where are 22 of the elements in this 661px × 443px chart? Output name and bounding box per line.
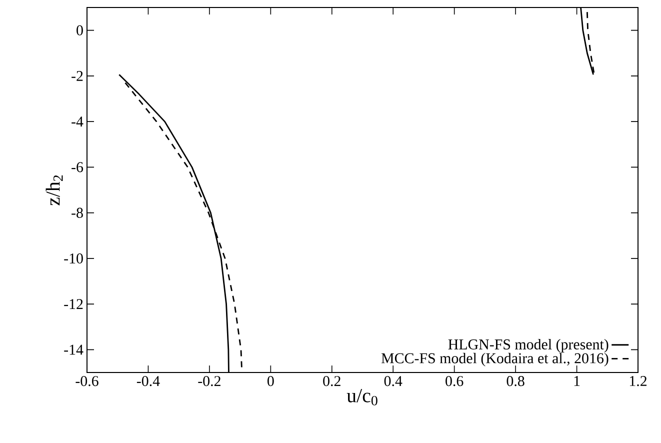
x-tick-label: 1 [574,376,580,386]
x-tick-label: 1.2 [630,376,647,386]
y-tick-label: -8 [72,208,83,218]
legend-label: HLGN-FS model (present) [448,338,608,353]
x-tick-label: 0.6 [446,376,464,386]
x-tick-label: -0.4 [136,376,160,386]
legend-label: MCC-FS model (Kodaira et al., 2016) [381,352,608,366]
y-tick-label: -6 [72,162,84,172]
x-tick-label: 0.4 [384,376,402,386]
x-tick-label: -0.2 [198,376,220,386]
y-tick-label: -4 [72,116,84,126]
y-axis-title: z/h$_{2}$ [46,175,63,206]
y-tick-label: -12 [64,299,83,310]
x-tick-label: 0.8 [506,376,524,386]
x-tick-label: 0.2 [323,376,340,386]
y-tick-label: -2 [72,70,83,81]
y-tick-label: 0 [76,25,83,36]
x-tick-label: -0.6 [76,376,98,386]
y-tick-label: -14 [64,344,84,355]
y-tick-label: -10 [64,253,83,264]
x-axis-title: u/c$_{0}$ [346,389,378,406]
x-tick-label: 0 [267,376,274,386]
